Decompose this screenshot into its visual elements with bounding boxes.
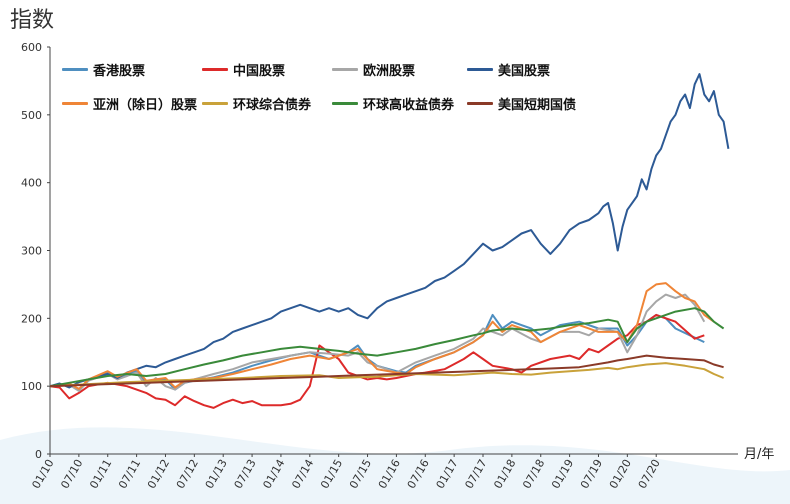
legend-item: 美国短期国债 [467,94,577,113]
legend-item: 中国股票 [202,60,286,79]
background-wave [0,427,790,504]
legend-item: 环球高收益债券 [332,94,455,113]
series-line-5 [49,362,724,388]
legend-swatch [332,67,358,71]
y-tick-label: 400 [21,177,42,190]
x-axis-unit-label: 月/年 [744,447,774,462]
legend-label: 环球高收益债券 [363,97,455,113]
y-tick-label: 300 [21,245,42,258]
series-line-3 [49,73,730,389]
legend-item: 美国股票 [467,60,551,79]
legend-item: 欧洲股票 [332,60,416,79]
legend-item: 环球综合债券 [202,94,312,113]
legend-swatch [332,101,358,105]
legend-label: 美国股票 [498,63,551,79]
y-tick-label: 0 [35,448,42,461]
legend-item: 香港股票 [62,60,146,79]
y-tick-label: 100 [21,380,42,393]
legend-swatch [62,67,88,71]
y-tick-label: 600 [21,41,42,54]
legend-label: 香港股票 [93,63,146,79]
axes [0,47,790,504]
series-line-2 [49,293,706,392]
series-lines [49,73,730,409]
series-line-4 [49,282,715,390]
legend-label: 美国短期国债 [498,97,577,113]
legend-label: 中国股票 [233,63,286,79]
series-line-6 [49,307,725,388]
series-line-7 [49,354,724,388]
legend-swatch [62,101,88,105]
legend-item: 亚洲（除日）股票 [62,94,198,113]
legend-label: 亚洲（除日）股票 [93,97,198,113]
page-title: 指数 [10,8,55,33]
y-tick-label: 200 [21,312,42,325]
legend-swatch [467,101,493,105]
legend-swatch [202,67,228,71]
legend-swatch [467,67,493,71]
legend-label: 欧洲股票 [363,63,416,79]
legend-label: 环球综合债券 [233,97,312,113]
legend-swatch [202,101,228,105]
y-tick-label: 500 [21,109,42,122]
